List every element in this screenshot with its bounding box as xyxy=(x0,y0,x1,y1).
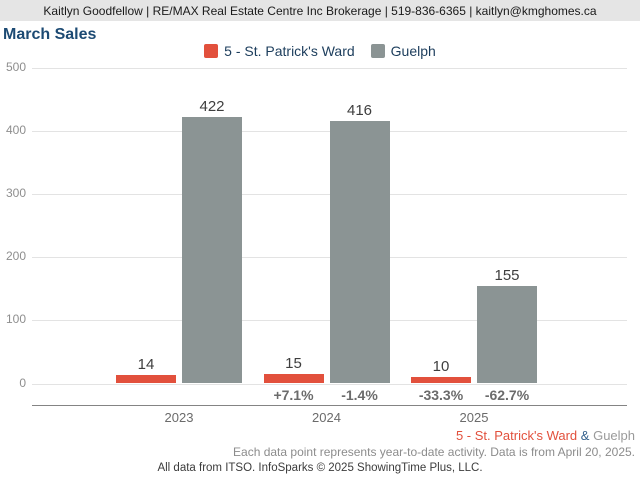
pct-change-label: -62.7% xyxy=(484,387,530,403)
y-axis-tick-label: 300 xyxy=(5,186,26,201)
legend-label-guelph: Guelph xyxy=(390,43,436,59)
x-axis-category-label: 2025 xyxy=(459,410,489,425)
page-title: March Sales xyxy=(3,26,97,43)
legend-swatch-guelph xyxy=(370,44,385,58)
y-axis-tick-label: 500 xyxy=(5,60,26,74)
bar-value-label: 10 xyxy=(432,358,450,376)
y-axis-tick-label: 100 xyxy=(5,312,26,327)
x-axis-category-label: 2024 xyxy=(312,410,341,425)
footer-ward-name: 5 - St. Patrick's Ward xyxy=(455,428,578,443)
pct-change-label: -1.4% xyxy=(341,387,378,403)
footer-data-note: Each data point represents year-to-date … xyxy=(233,445,635,459)
bar-value-label: 155 xyxy=(494,266,520,284)
bar-ward-2025 xyxy=(411,377,471,384)
y-axis-tick-label: 200 xyxy=(5,249,26,264)
x-axis-line xyxy=(32,405,627,406)
gridline-0 xyxy=(32,383,627,385)
header-contact-text: Kaitlyn Goodfellow | RE/MAX Real Estate … xyxy=(43,3,597,18)
footer-ampersand: & xyxy=(580,428,590,443)
legend-label-ward: 5 - St. Patrick's Ward xyxy=(224,43,355,59)
header-contact-bar: Kaitlyn Goodfellow | RE/MAX Real Estate … xyxy=(0,0,640,21)
x-axis-category-label: 2023 xyxy=(164,410,194,425)
bar-value-label: 14 xyxy=(137,355,155,373)
footer-series-names: 5 - St. Patrick's Ward & Guelph xyxy=(456,428,635,443)
footer-attribution: All data from ITSO. InfoSparks © 2025 Sh… xyxy=(157,462,483,474)
bar-guelph-2024 xyxy=(329,121,390,384)
legend-swatch-ward xyxy=(204,44,219,58)
bar-ward-2023 xyxy=(116,374,176,384)
bar-value-label: 416 xyxy=(346,102,373,119)
y-axis-tick-label: 400 xyxy=(5,123,26,138)
bar-guelph-2023 xyxy=(182,117,242,384)
pct-change-label: +7.1% xyxy=(273,387,314,403)
pct-change-label: -33.3% xyxy=(418,387,464,403)
bar-guelph-2025 xyxy=(477,285,537,384)
bar-value-label: 422 xyxy=(199,98,225,116)
gridline-500 xyxy=(32,68,627,69)
bar-ward-2024 xyxy=(263,374,324,384)
chart-legend: 5 - St. Patrick's Ward Guelph xyxy=(0,43,640,59)
footer-guelph-name: Guelph xyxy=(593,428,635,443)
bar-value-label: 15 xyxy=(285,355,302,373)
y-axis-tick-label: 0 xyxy=(19,375,26,390)
